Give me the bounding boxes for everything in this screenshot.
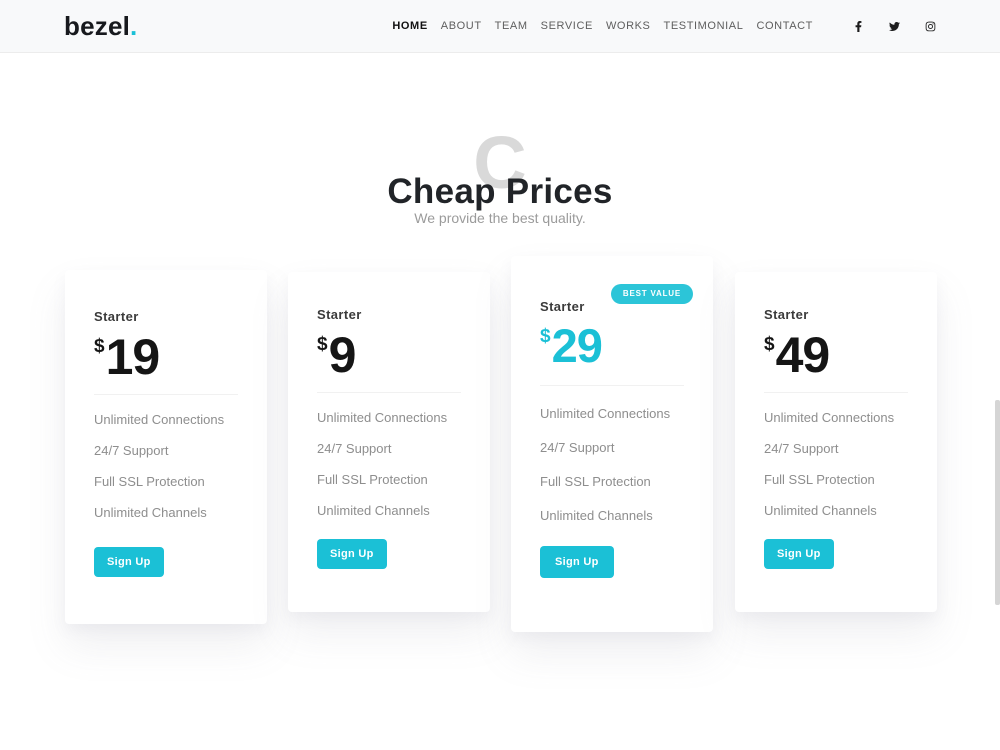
currency-symbol: $ (317, 334, 328, 355)
pricing-card-3-featured: BEST VALUE Starter $29 Unlimited Connect… (511, 256, 713, 632)
nav-item-service[interactable]: SERVICE (540, 20, 593, 32)
instagram-icon[interactable] (925, 21, 936, 32)
nav-item-about[interactable]: ABOUT (440, 20, 482, 32)
card-divider (317, 392, 461, 393)
social-links (853, 20, 936, 32)
currency-symbol: $ (764, 334, 775, 355)
nav-item-testimonial[interactable]: TESTIMONIAL (663, 20, 744, 32)
brand-dot: . (130, 10, 138, 41)
feature-list: Unlimited Connections 24/7 Support Full … (540, 407, 684, 522)
feature-item: Unlimited Connections (317, 410, 448, 425)
plan-price: $29 (540, 322, 684, 369)
currency-symbol: $ (94, 336, 105, 357)
brand-logo[interactable]: bezel. (64, 11, 137, 42)
feature-list: Unlimited Connections 24/7 Support Full … (94, 413, 238, 519)
nav-item-team[interactable]: TEAM (494, 20, 528, 32)
feature-item: 24/7 Support (94, 443, 169, 458)
pricing-card-2: Starter $9 Unlimited Connections 24/7 Su… (288, 272, 490, 612)
price-value: 29 (551, 319, 603, 372)
plan-price: $49 (764, 330, 908, 380)
pricing-card-4: Starter $49 Unlimited Connections 24/7 S… (735, 272, 937, 612)
feature-item: Full SSL Protection (94, 474, 205, 489)
vertical-scrollbar-thumb[interactable] (995, 400, 1000, 605)
feature-item: Unlimited Connections (764, 410, 895, 425)
sign-up-button[interactable]: Sign Up (764, 539, 834, 569)
feature-item: Unlimited Channels (764, 503, 877, 518)
plan-price: $19 (94, 332, 238, 382)
price-value: 19 (105, 329, 161, 385)
feature-item: Unlimited Channels (317, 503, 430, 518)
sign-up-button[interactable]: Sign Up (540, 546, 614, 578)
navbar-right: HOME ABOUT TEAM SERVICE WORKS TESTIMONIA… (392, 20, 936, 32)
section-watermark-letter: C (473, 121, 527, 204)
feature-item: Unlimited Channels (540, 508, 653, 523)
main-nav: HOME ABOUT TEAM SERVICE WORKS TESTIMONIA… (392, 20, 813, 32)
currency-symbol: $ (540, 326, 551, 347)
twitter-icon[interactable] (889, 21, 900, 32)
sign-up-button[interactable]: Sign Up (94, 547, 164, 577)
best-value-badge: BEST VALUE (610, 284, 693, 304)
brand-name: bezel (64, 10, 131, 41)
feature-list: Unlimited Connections 24/7 Support Full … (317, 411, 461, 517)
feature-item: Full SSL Protection (764, 472, 875, 487)
feature-list: Unlimited Connections 24/7 Support Full … (764, 411, 908, 517)
nav-item-works[interactable]: WORKS (605, 20, 651, 32)
pricing-card-1: Starter $19 Unlimited Connections 24/7 S… (65, 270, 267, 624)
feature-item: Unlimited Connections (540, 406, 671, 421)
card-divider (94, 394, 238, 395)
feature-item: 24/7 Support (764, 441, 839, 456)
plan-name: Starter (317, 307, 362, 322)
sign-up-button[interactable]: Sign Up (317, 539, 387, 569)
page-subtitle: We provide the best quality. (414, 210, 586, 226)
navbar: bezel. HOME ABOUT TEAM SERVICE WORKS TES… (0, 0, 1000, 53)
price-value: 9 (328, 327, 357, 383)
card-divider (764, 392, 908, 393)
pricing-section: Starter $19 Unlimited Connections 24/7 S… (65, 256, 937, 636)
feature-item: Unlimited Connections (94, 412, 225, 427)
facebook-icon[interactable] (853, 20, 864, 32)
feature-item: Full SSL Protection (540, 474, 651, 489)
nav-item-home[interactable]: HOME (392, 20, 428, 32)
card-divider (540, 385, 684, 386)
feature-item: Unlimited Channels (94, 505, 207, 520)
plan-price: $9 (317, 330, 461, 380)
plan-name: Starter (540, 299, 585, 314)
page-title: Cheap Prices (387, 172, 613, 212)
plan-name: Starter (94, 309, 139, 324)
plan-name: Starter (764, 307, 809, 322)
price-value: 49 (775, 327, 831, 383)
feature-item: 24/7 Support (540, 440, 615, 455)
nav-item-contact[interactable]: CONTACT (756, 20, 813, 32)
feature-item: Full SSL Protection (317, 472, 428, 487)
feature-item: 24/7 Support (317, 441, 392, 456)
